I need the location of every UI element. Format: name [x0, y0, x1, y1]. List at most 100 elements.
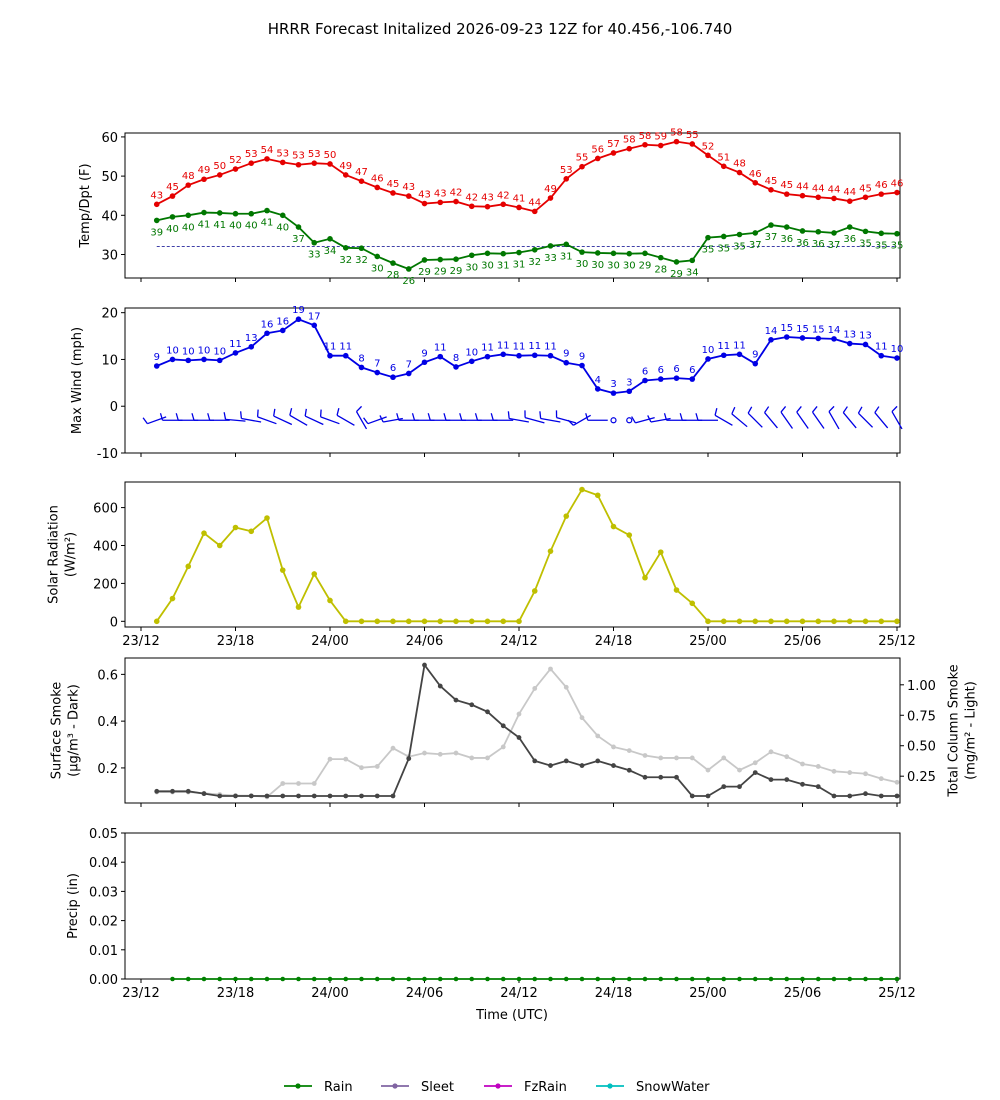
- dewpoint-data-label: 32: [339, 255, 352, 266]
- column-smoke-point: [548, 666, 553, 672]
- dewpoint-point: [673, 259, 680, 265]
- barb-shaft: [367, 416, 387, 425]
- precip-rain-point: [217, 976, 223, 982]
- wind-point: [689, 376, 696, 382]
- precip-rain-point: [516, 976, 522, 982]
- dewpoint-point: [878, 230, 885, 237]
- x-tick-label: 25/06: [784, 986, 821, 1001]
- dewpoint-data-label: 29: [418, 267, 431, 278]
- legend-marker: [607, 1083, 613, 1089]
- wind-point: [736, 351, 743, 358]
- precip-rain-point: [170, 976, 175, 982]
- temp-data-label: 59: [654, 132, 667, 143]
- wind-point: [421, 359, 428, 366]
- y-tick-label: 60: [101, 131, 118, 146]
- wind-y-label-line: Max Wind (mph): [70, 327, 85, 434]
- x-tick-label: 24/18: [595, 634, 632, 649]
- dewpoint-data-label: 34: [324, 246, 337, 257]
- wind-barb-icon: [631, 416, 655, 424]
- barb-flag: [874, 406, 880, 413]
- column-smoke-point: [296, 781, 301, 786]
- solar-point: [799, 618, 806, 625]
- wind-data-label: 11: [544, 342, 557, 353]
- precip-rain-point: [611, 976, 616, 982]
- barb-shaft: [241, 417, 262, 423]
- temp-data-label: 45: [387, 179, 400, 190]
- barb-shaft: [891, 411, 903, 430]
- wind-barb-icon: [191, 413, 214, 421]
- solar-point: [705, 618, 711, 625]
- barb-flag: [647, 415, 652, 423]
- dewpoint-point: [862, 228, 869, 235]
- surface-smoke-point: [705, 793, 711, 799]
- x-tick-label: 23/12: [122, 986, 159, 1001]
- wind-data-label: 10: [182, 346, 195, 357]
- dewpoint-point: [185, 212, 192, 219]
- wind-data-label: 11: [229, 339, 242, 350]
- temp-point: [468, 203, 475, 210]
- column-smoke-point: [689, 755, 695, 761]
- temp-point: [279, 159, 286, 166]
- temp-point: [831, 195, 837, 202]
- temp-point: [594, 155, 601, 162]
- dewpoint-data-label: 40: [229, 221, 242, 232]
- barb-flag: [240, 411, 243, 419]
- precip-rain-point: [327, 976, 333, 982]
- wind-point: [783, 334, 790, 340]
- dewpoint-point: [405, 266, 412, 272]
- surface-smoke-point: [658, 774, 664, 780]
- wind-barb-icon: [319, 409, 340, 425]
- y-tick-label: 0.00: [89, 973, 118, 988]
- wind-barb-icon: [379, 415, 403, 423]
- surface-smoke-point: [469, 702, 475, 708]
- temp-data-label: 45: [859, 183, 872, 194]
- wind-point: [563, 359, 570, 366]
- wind-barb-icon: [585, 413, 608, 421]
- column-smoke-point: [863, 771, 868, 777]
- wind-barb-icon: [524, 410, 545, 424]
- surface-smoke-point: [548, 763, 553, 768]
- wind-point: [768, 337, 774, 343]
- barb-flag: [764, 406, 770, 413]
- dewpoint-data-label: 33: [308, 250, 321, 261]
- solar-point: [563, 513, 570, 519]
- precip-rain-point: [311, 976, 317, 982]
- temp-data-label: 52: [702, 141, 715, 152]
- solar-point: [862, 618, 869, 625]
- temp-data-label: 43: [418, 190, 431, 201]
- barb-flag: [631, 416, 636, 424]
- column-smoke-point: [800, 761, 805, 767]
- x-tick-label: 25/12: [878, 634, 915, 649]
- barb-shaft: [828, 411, 840, 430]
- temp-data-label: 42: [465, 192, 478, 203]
- barb-flag: [319, 409, 322, 417]
- dewpoint-data-label: 28: [387, 270, 400, 281]
- solar-point: [594, 492, 601, 499]
- temp-data-label: 46: [749, 169, 762, 180]
- dewpoint-data-label: 41: [213, 220, 226, 231]
- solar-point: [610, 523, 617, 530]
- wind-barb-icon: [874, 406, 889, 429]
- y-tick-label: 30: [101, 248, 118, 263]
- solar-point: [894, 618, 900, 625]
- wind-point: [846, 340, 853, 347]
- x-tick-label: 24/00: [311, 986, 348, 1001]
- barb-flag: [585, 413, 589, 421]
- wind-point: [894, 355, 900, 361]
- temp-data-label: 53: [276, 148, 289, 159]
- temp-data-label: 53: [245, 149, 258, 160]
- surface-smoke-point: [453, 697, 459, 703]
- barb-flag: [396, 413, 400, 421]
- wind-point: [264, 330, 270, 337]
- temp-point: [374, 184, 381, 191]
- precip-rain-point: [689, 976, 695, 982]
- precip-rain-point: [784, 976, 790, 982]
- temp-data-label: 44: [812, 183, 825, 194]
- temp-data-label: 43: [150, 190, 163, 201]
- temp-data-label: 46: [891, 179, 904, 190]
- column-smoke-point: [721, 755, 727, 761]
- dewpoint-point: [468, 252, 475, 259]
- solar-point: [185, 563, 192, 570]
- barb-flag: [379, 415, 384, 423]
- barb-flag: [363, 417, 369, 425]
